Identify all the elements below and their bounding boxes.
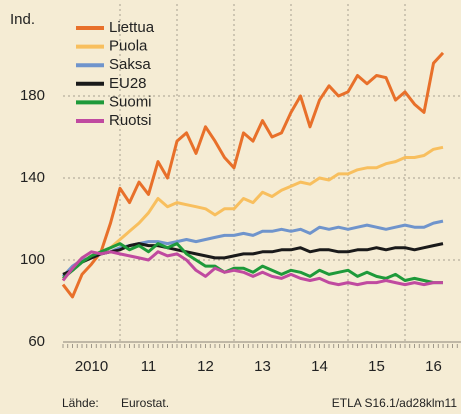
line-series [61,51,445,299]
x-tick-label: 11 [141,358,157,375]
source: Eurostat. [121,396,169,410]
line-series [61,250,443,287]
y-tick-label: 60 [28,333,45,350]
x-tick-label: 13 [254,358,271,375]
legend-label: Saksa [109,56,151,73]
y-tick-label: 100 [20,251,45,268]
source-label: Lähde: [62,396,99,410]
legend-label: Liettua [109,19,155,36]
x-tick-label: 12 [197,358,214,375]
x-tick-label: 2010 [75,358,108,375]
legend-label: Suomi [109,93,152,110]
line-series [62,242,443,285]
x-tick-label: 14 [311,358,328,375]
x-tick-label: 15 [368,358,385,375]
line-series [61,145,444,282]
credit: ETLA S16.1/ad28klm11 [332,396,458,410]
y-unit: Ind. [10,11,35,28]
x-tick-label: 16 [425,358,442,375]
y-tick-label: 180 [20,87,45,104]
y-tick-label: 140 [20,169,45,186]
legend-label: Ruotsi [109,112,152,129]
legend-label: Puola [109,38,148,55]
legend-label: EU28 [109,75,147,92]
